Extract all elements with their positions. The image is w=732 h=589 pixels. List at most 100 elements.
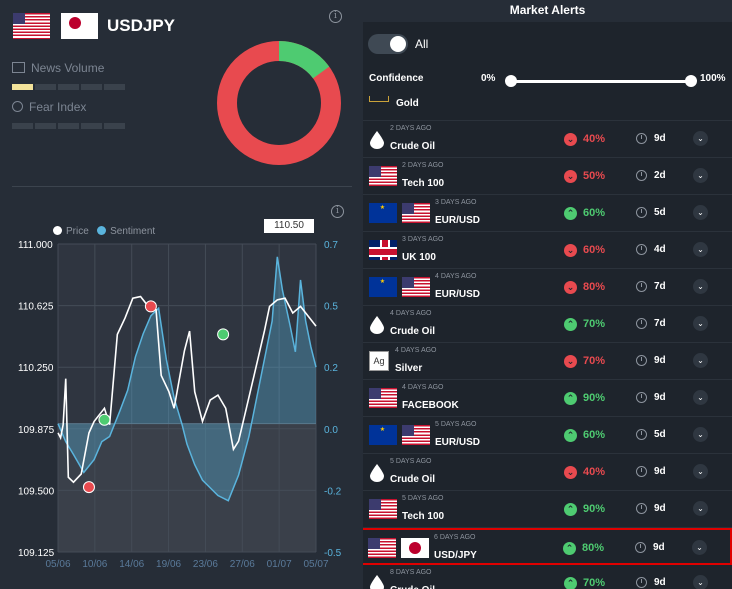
market-alerts-panel: Market Alerts All Confidence 0% 100% Gol… <box>363 0 732 589</box>
clock-icon <box>635 542 646 553</box>
alert-instrument: FACEBOOK <box>402 400 459 411</box>
fear-icon <box>12 101 23 112</box>
us-flag-icon <box>368 538 396 558</box>
x-tick: 27/06 <box>230 559 255 570</box>
uk-flag-icon <box>369 240 397 260</box>
all-toggle[interactable] <box>368 34 408 54</box>
newspaper-icon <box>12 62 25 73</box>
alerts-list: Gold⌄⌄ 2 DAYS AGO Crude Oil ⌄ 40% 9d ⌄ 2 DAYS A… <box>363 96 732 589</box>
bearish-chevron-icon: ⌄ <box>564 133 577 146</box>
slider-handle-max[interactable] <box>685 75 697 87</box>
alert-row[interactable]: Ag 4 DAYS AGO Silver ⌄ 70% 9d ⌄ <box>363 343 732 380</box>
alert-duration: 9d <box>654 355 666 366</box>
alert-confidence: 90% <box>583 392 606 404</box>
expand-chevron-icon[interactable]: ⌄ <box>693 131 708 146</box>
bullish-chevron-icon: ⌃ <box>564 429 577 442</box>
y-right-tick: -0.2 <box>324 486 342 497</box>
alert-confidence: 80% <box>583 281 606 293</box>
alert-row[interactable]: 8 DAYS AGO Crude Oil ⌃ 70% 9d ⌄ <box>363 565 732 589</box>
bullish-chevron-icon: ⌃ <box>564 503 577 516</box>
alert-time: 4 DAYS AGO <box>435 273 477 280</box>
alert-confidence: 90% <box>583 503 606 515</box>
oil-drop-icon <box>370 575 384 589</box>
fear-index-label: Fear Index <box>29 100 87 114</box>
alert-duration: 9d <box>654 392 666 403</box>
alert-row[interactable]: Gold⌄⌄ <box>363 96 732 121</box>
oil-drop-icon <box>370 131 384 149</box>
alert-row[interactable]: 6 DAYS AGO USD/JPY ⌃ 80% 9d ⌄ <box>363 528 732 565</box>
alert-duration: 9d <box>654 577 666 588</box>
expand-chevron-icon[interactable]: ⌄ <box>693 501 708 516</box>
alert-row[interactable]: 5 DAYS AGO Crude Oil ⌄ 40% 9d ⌄ <box>363 454 732 491</box>
alert-row[interactable]: 4 DAYS AGO Crude Oil ⌃ 70% 7d ⌄ <box>363 306 732 343</box>
oil-drop-icon <box>370 316 384 334</box>
bearish-chevron-icon: ⌄ <box>564 281 577 294</box>
price-legend-dot <box>53 226 62 235</box>
alert-instrument: Crude Oil <box>390 585 435 589</box>
chart-info-icon[interactable]: i <box>331 205 344 218</box>
alert-row[interactable]: 5 DAYS AGO EUR/USD ⌃ 60% 5d ⌄ <box>363 417 732 454</box>
divider <box>12 186 352 187</box>
expand-chevron-icon[interactable]: ⌄ <box>693 575 708 589</box>
y-right-tick: -0.5 <box>324 548 342 559</box>
alert-confidence: 60% <box>583 429 606 441</box>
expand-chevron-icon[interactable]: ⌄ <box>693 464 708 479</box>
alert-time: 2 DAYS AGO <box>390 125 432 132</box>
bearish-chevron-icon: ⌄ <box>564 244 577 257</box>
legend-price: Price <box>66 226 89 237</box>
eu-flag-icon <box>369 425 397 445</box>
alert-row[interactable]: 5 DAYS AGO Tech 100 ⌃ 90% 9d ⌄ <box>363 491 732 528</box>
alert-row[interactable]: 3 DAYS AGO EUR/USD ⌃ 60% 5d ⌄ <box>363 195 732 232</box>
alert-time: 2 DAYS AGO <box>402 162 444 169</box>
alert-instrument: EUR/USD <box>435 437 481 448</box>
clock-icon <box>636 503 647 514</box>
alert-confidence: 60% <box>583 207 606 219</box>
y-left-tick: 109.875 <box>18 425 55 436</box>
alert-confidence: 40% <box>583 466 606 478</box>
alert-instrument: EUR/USD <box>435 289 481 300</box>
x-tick: 23/06 <box>193 559 218 570</box>
expand-chevron-icon[interactable]: ⌄ <box>693 279 708 294</box>
alert-instrument: UK 100 <box>402 252 436 263</box>
alert-confidence: 60% <box>583 244 606 256</box>
us-flag-icon <box>369 166 397 186</box>
bearish-marker <box>82 481 95 494</box>
expand-chevron-icon[interactable]: ⌄ <box>693 205 708 220</box>
alert-time: 5 DAYS AGO <box>435 421 477 428</box>
expand-chevron-icon[interactable]: ⌄ <box>693 353 708 368</box>
current-price-tag: 110.50 <box>264 219 314 233</box>
chart-legend: Price Sentiment <box>53 226 155 237</box>
expand-chevron-icon[interactable]: ⌄ <box>693 242 708 257</box>
sentiment-area <box>58 256 316 501</box>
alert-time: 3 DAYS AGO <box>435 199 477 206</box>
expand-chevron-icon[interactable]: ⌄ <box>693 168 708 183</box>
confidence-slider[interactable] <box>505 75 697 87</box>
news-volume-label: News Volume <box>31 61 105 75</box>
info-icon[interactable]: i <box>329 10 342 23</box>
clock-icon <box>636 392 647 403</box>
expand-chevron-icon[interactable]: ⌄ <box>693 427 708 442</box>
alert-confidence: 50% <box>583 170 606 182</box>
bearish-chevron-icon: ⌄ <box>564 170 577 183</box>
alert-row[interactable]: 2 DAYS AGO Crude Oil ⌄ 40% 9d ⌄ <box>363 121 732 158</box>
alert-time: 4 DAYS AGO <box>395 347 437 354</box>
alert-row[interactable]: 2 DAYS AGO Tech 100 ⌄ 50% 2d ⌄ <box>363 158 732 195</box>
alert-instrument: Tech 100 <box>402 178 445 189</box>
alert-confidence: 40% <box>583 133 606 145</box>
alert-duration: 5d <box>654 207 666 218</box>
jp-flag-icon <box>61 13 98 39</box>
expand-chevron-icon[interactable]: ⌄ <box>693 390 708 405</box>
expand-chevron-icon[interactable]: ⌄ <box>693 316 708 331</box>
slider-min-label: 0% <box>481 73 496 84</box>
us-flag-icon <box>402 203 430 223</box>
us-flag-icon <box>402 277 430 297</box>
slider-handle-min[interactable] <box>505 75 517 87</box>
alert-row[interactable]: 4 DAYS AGO EUR/USD ⌄ 80% 7d ⌄ <box>363 269 732 306</box>
us-flag-icon <box>369 388 397 408</box>
expand-chevron-icon[interactable]: ⌄ <box>692 540 707 555</box>
y-left-tick: 110.250 <box>18 363 54 374</box>
price-sentiment-chart: 111.000 110.625 110.250 109.875 109.500 109.1… <box>18 240 342 570</box>
alert-row[interactable]: 3 DAYS AGO UK 100 ⌄ 60% 4d ⌄ <box>363 232 732 269</box>
alert-row[interactable]: 4 DAYS AGO FACEBOOK ⌃ 90% 9d ⌄ <box>363 380 732 417</box>
x-tick: 19/06 <box>156 559 181 570</box>
